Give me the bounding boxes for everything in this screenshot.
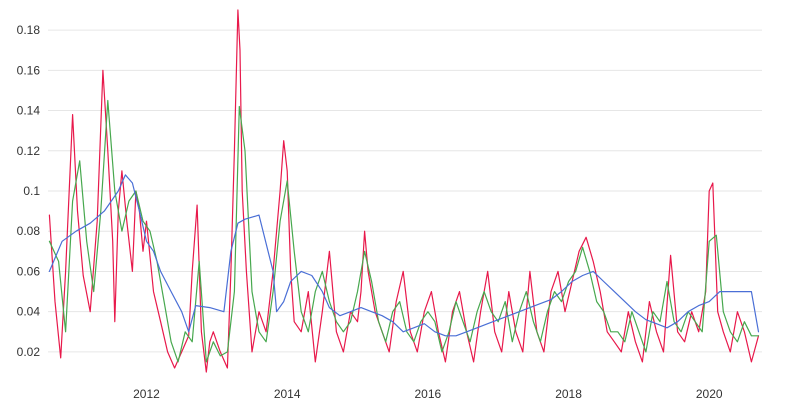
series-line-blue (48, 174, 760, 337)
y-axis-ticks: 0.02 0.04 0.06 0.08 0.1 0.12 0.14 0.16 0.18 (17, 23, 41, 359)
y-tick-label: 0.1 (23, 184, 40, 198)
gridlines (48, 29, 762, 353)
y-tick-label: 0.02 (17, 345, 41, 359)
y-tick-label: 0.12 (17, 144, 41, 158)
x-tick-label: 2018 (555, 387, 582, 401)
x-tick-label: 2014 (274, 387, 301, 401)
series-lines (48, 9, 760, 373)
series-line-green (48, 99, 760, 363)
x-tick-label: 2016 (415, 387, 442, 401)
y-tick-label: 0.18 (17, 23, 41, 37)
y-tick-label: 0.06 (17, 264, 41, 278)
x-axis-ticks: 2012 2014 2016 2018 2020 (133, 387, 723, 401)
x-tick-label: 2020 (696, 387, 723, 401)
y-tick-label: 0.04 (17, 305, 41, 319)
x-tick-label: 2012 (133, 387, 160, 401)
series-line-red (48, 9, 760, 373)
y-tick-label: 0.16 (17, 63, 41, 77)
y-tick-label: 0.08 (17, 224, 41, 238)
y-tick-label: 0.14 (17, 104, 41, 118)
